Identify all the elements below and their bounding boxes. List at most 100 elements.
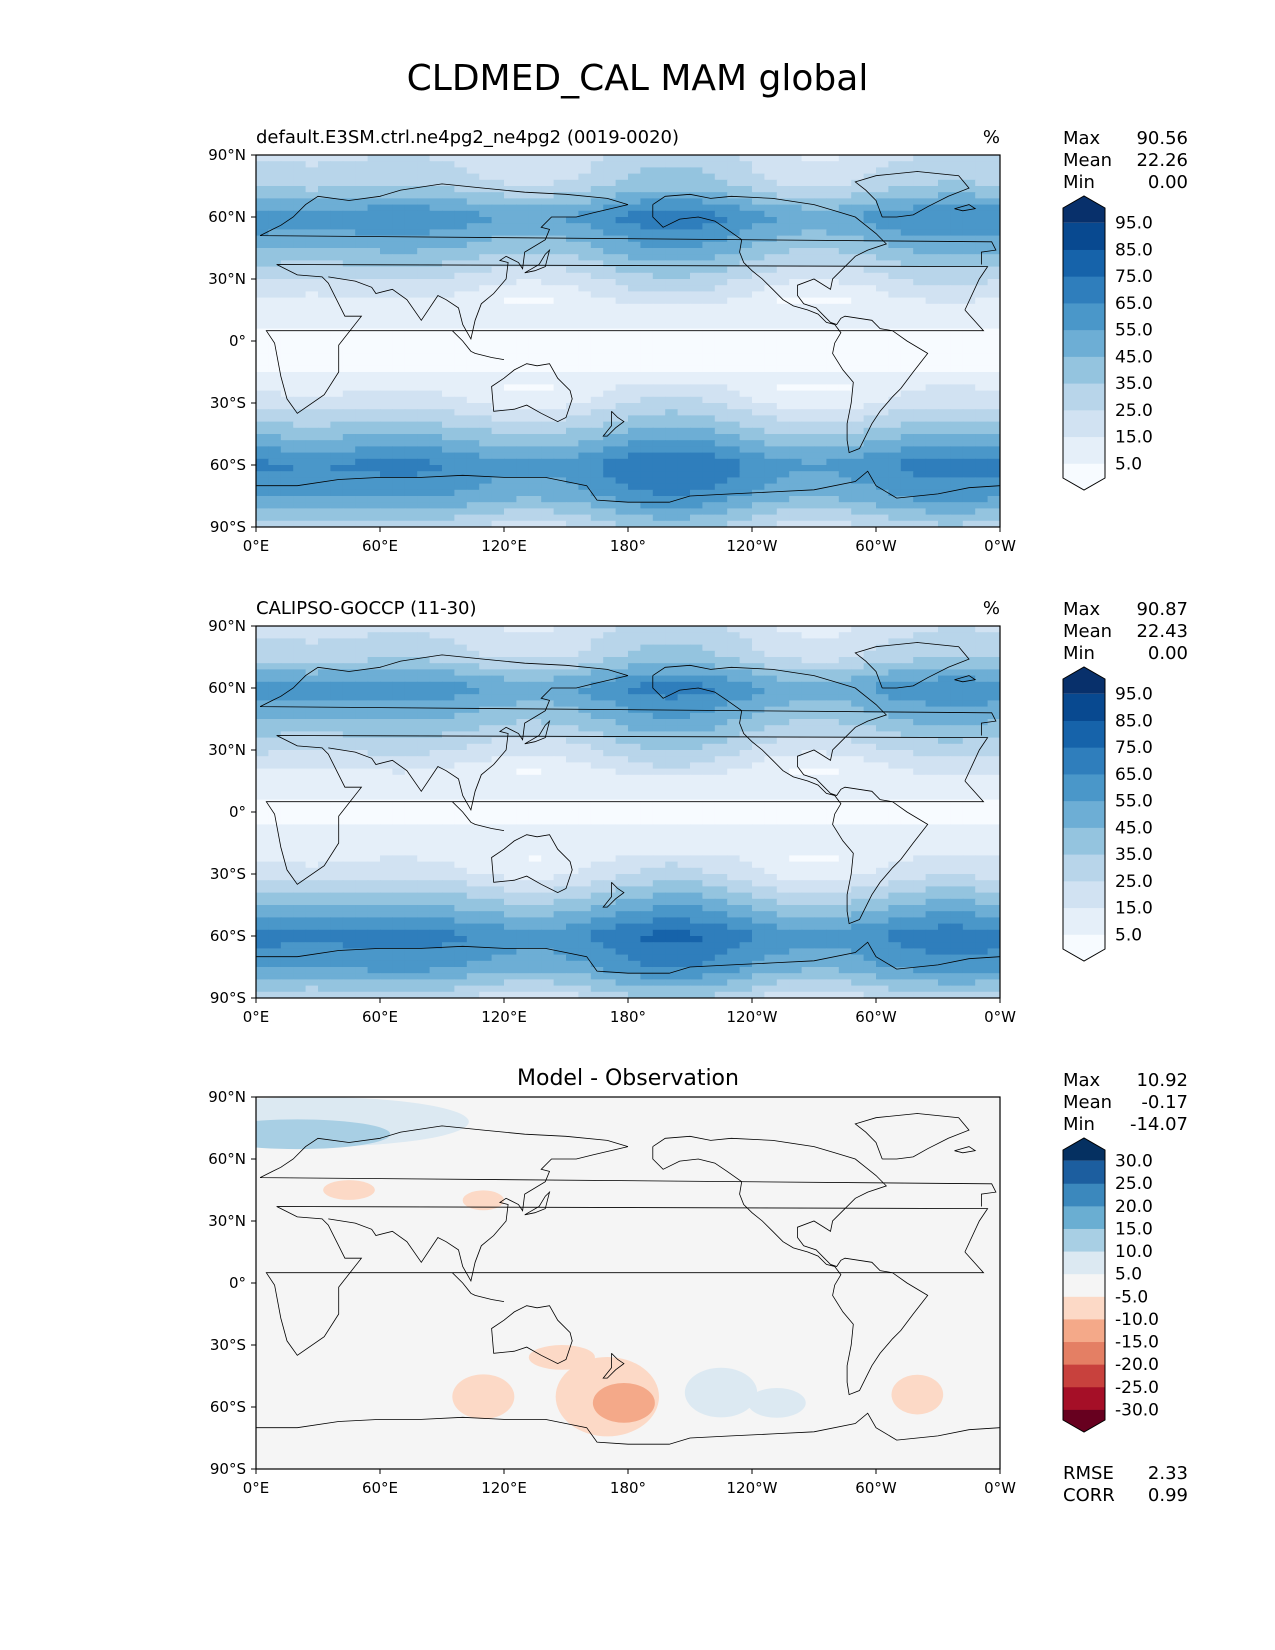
field-cell: [367, 365, 381, 373]
field-cell: [851, 303, 865, 311]
field-cell: [603, 223, 617, 230]
field-cell: [900, 272, 914, 280]
field-cell: [739, 458, 753, 466]
field-cell: [318, 458, 331, 466]
field-cell: [429, 489, 443, 497]
field-cell: [541, 427, 555, 435]
field-cell: [342, 403, 356, 410]
field-cell: [826, 496, 840, 503]
field-cell: [541, 626, 555, 633]
field-cell: [652, 731, 666, 739]
field-cell: [814, 725, 827, 732]
field-cell: [417, 719, 431, 726]
field-cell: [962, 434, 976, 441]
field-cell: [628, 725, 641, 732]
field-cell: [305, 675, 319, 683]
field-cell: [404, 229, 418, 237]
field-cell: [380, 372, 393, 379]
field-cell: [417, 223, 431, 230]
field-cell: [491, 192, 505, 199]
field-cell: [925, 483, 939, 491]
field-cell: [876, 179, 889, 187]
field-cell: [764, 706, 778, 714]
field-cell: [293, 446, 307, 454]
field-cell: [838, 415, 852, 423]
field-cell: [925, 334, 939, 342]
field-cell: [665, 285, 679, 292]
field-cell: [764, 415, 778, 423]
field-cell: [305, 415, 319, 423]
field-cell: [677, 204, 691, 212]
field-cell: [367, 458, 381, 466]
field-cell: [665, 167, 679, 175]
field-cell: [888, 235, 902, 243]
field-cell: [380, 210, 393, 218]
field-cell: [925, 712, 939, 720]
field-cell: [888, 204, 902, 212]
field-cell: [838, 706, 852, 714]
field-cell: [628, 483, 641, 491]
field-cell: [975, 502, 989, 509]
field-cell: [764, 372, 778, 379]
coastline: [602, 411, 625, 437]
field-cell: [640, 396, 654, 404]
field-cell: [318, 365, 331, 373]
field-cell: [578, 415, 592, 423]
field-cell: [342, 179, 356, 187]
field-cell: [367, 266, 381, 274]
field-cell: [392, 421, 406, 429]
field-cell: [615, 452, 629, 460]
field-cell: [479, 173, 493, 181]
field-cell: [690, 415, 703, 423]
field-cell: [739, 731, 753, 739]
field-cell: [293, 489, 307, 497]
field-cell: [367, 260, 381, 268]
field-cell: [553, 725, 567, 732]
field-cell: [280, 316, 294, 323]
field-cell: [566, 409, 579, 416]
field-cell: [553, 396, 567, 404]
field-cell: [838, 365, 852, 373]
field-cell: [318, 638, 331, 646]
field-cell: [256, 520, 269, 527]
field-cell: [876, 514, 889, 522]
field-cell: [987, 210, 1000, 218]
field-cell: [330, 235, 344, 243]
field-cell: [913, 179, 927, 187]
field-cell: [677, 458, 691, 466]
field-cell: [826, 452, 840, 460]
field-cell: [863, 272, 877, 280]
field-cell: [838, 254, 852, 261]
field-cell: [863, 483, 877, 491]
field-cell: [479, 712, 493, 720]
field-cell: [876, 248, 889, 255]
field-cell: [801, 341, 815, 348]
field-cell: [776, 514, 790, 522]
field-cell: [256, 254, 269, 261]
field-cell: [380, 489, 393, 497]
field-cell: [888, 378, 902, 385]
field-cell: [814, 198, 827, 206]
field-cell: [330, 458, 344, 466]
field-cell: [863, 390, 877, 398]
field-cell: [863, 334, 877, 342]
field-cell: [789, 241, 803, 249]
field-cell: [900, 235, 914, 243]
field-cell: [838, 719, 852, 726]
field-cell: [380, 427, 393, 435]
field-cell: [690, 496, 703, 503]
field-cell: [640, 644, 654, 652]
field-cell: [789, 229, 803, 237]
field-cell: [950, 644, 964, 652]
field-cell: [504, 179, 517, 187]
field-cell: [776, 372, 790, 379]
field-cell: [566, 384, 579, 392]
field-cell: [950, 198, 964, 206]
field-cell: [652, 694, 666, 701]
field-cell: [938, 353, 951, 361]
field-cell: [714, 502, 728, 509]
field-cell: [764, 272, 778, 280]
field-cell: [516, 440, 530, 447]
field-cell: [764, 167, 778, 175]
field-cell: [925, 353, 939, 361]
